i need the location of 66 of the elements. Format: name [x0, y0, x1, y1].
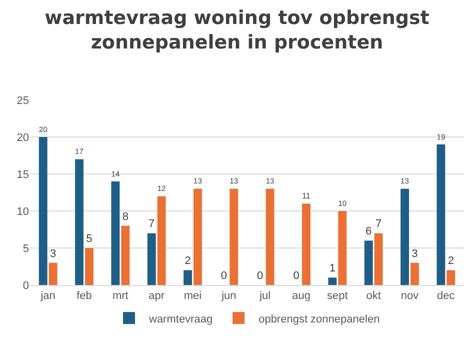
bar: [184, 270, 192, 285]
legend-label: warmtevraag: [148, 313, 213, 326]
legend-label: opbrengst zonnepanelen: [258, 313, 380, 326]
data-label: 11: [302, 191, 311, 200]
x-tick-label: okt: [366, 290, 381, 302]
data-label: 6: [366, 226, 372, 238]
y-tick-label: 5: [22, 242, 29, 255]
bar: [157, 196, 166, 285]
y-tick-label: 0: [22, 280, 29, 292]
data-label: 8: [122, 210, 128, 223]
x-tick-label: jun: [220, 290, 236, 302]
bar: [338, 211, 347, 285]
data-label: 7: [148, 218, 155, 230]
data-label: 13: [266, 176, 274, 186]
bar: [230, 188, 238, 285]
x-tick-label: feb: [76, 290, 92, 302]
bar: [400, 188, 409, 285]
data-label: 10: [338, 198, 347, 208]
bar: [374, 233, 383, 285]
data-label: 17: [75, 147, 84, 156]
bar: [194, 188, 202, 285]
bar: [364, 240, 373, 285]
data-label: 0: [257, 270, 264, 282]
data-label: 13: [194, 176, 202, 186]
x-tick-label: jan: [40, 290, 56, 302]
bar: [446, 270, 456, 285]
data-label: 5: [86, 233, 92, 245]
data-label: 3: [50, 248, 56, 260]
bar: [266, 188, 274, 285]
y-tick-label: 20: [16, 132, 29, 144]
data-label: 0: [220, 270, 228, 282]
x-tick-label: mei: [184, 290, 202, 302]
data-label: 3: [412, 248, 418, 260]
data-label: 19: [436, 132, 446, 142]
data-label: 12: [157, 184, 166, 194]
chart-title: warmtevraag woning tov opbrengst zonnepanelen in procenten: [44, 6, 430, 54]
data-label: 13: [230, 176, 238, 186]
bar: [302, 204, 310, 285]
x-tick-label: mrt: [112, 290, 128, 302]
y-tick-label: 25: [16, 94, 29, 107]
data-label: 14: [111, 169, 120, 178]
x-tick-label: apr: [148, 290, 165, 302]
x-tick-label: sept: [327, 290, 348, 302]
data-label: 2: [184, 255, 191, 268]
bar: [121, 226, 130, 285]
x-tick-label: jul: [258, 290, 271, 302]
bar: [410, 262, 419, 285]
bar: [75, 159, 84, 285]
bar: [48, 262, 58, 285]
y-tick-label: 10: [16, 206, 29, 218]
data-label: 20: [38, 124, 48, 134]
data-label: 0: [293, 270, 300, 282]
bar: [38, 137, 48, 285]
x-tick-label: dec: [437, 290, 456, 302]
bar: [147, 233, 156, 285]
data-label: 1: [329, 262, 336, 275]
data-label: 7: [375, 218, 382, 230]
bar: [436, 144, 446, 285]
x-tick-label: aug: [292, 290, 310, 302]
bar: [111, 181, 120, 285]
y-tick-label: 15: [16, 168, 29, 181]
bar: [328, 278, 337, 285]
data-label: 2: [448, 255, 454, 268]
bar: [85, 248, 94, 285]
data-label: 13: [400, 176, 409, 186]
x-tick-label: nov: [400, 290, 420, 302]
